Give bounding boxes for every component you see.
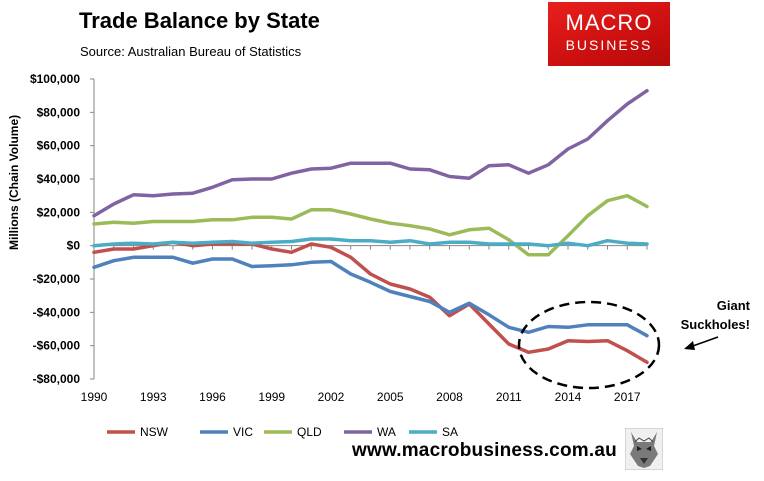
annotation-arrow (689, 336, 719, 348)
x-tick-label: 2008 (436, 390, 463, 404)
legend-label-sa: SA (442, 425, 458, 439)
series-line-wa (92, 88, 649, 218)
highlight-ellipse (517, 300, 661, 390)
series-line-vic (92, 255, 649, 338)
y-tick-label: $40,000 (37, 172, 81, 186)
x-tick-label: 2017 (614, 390, 641, 404)
macrobusiness-logo: MACRO BUSINESS (548, 2, 670, 66)
y-tick-label: $60,000 (37, 139, 81, 153)
y-tick-label: -$40,000 (33, 305, 81, 319)
x-tick-label: 1999 (258, 390, 285, 404)
x-tick-label: 2005 (377, 390, 404, 404)
series-lines (92, 88, 649, 365)
x-tick-label: 2002 (318, 390, 345, 404)
logo-line-2: BUSINESS (565, 37, 653, 53)
legend-label-wa: WA (377, 425, 396, 439)
legend-label-vic: VIC (233, 425, 253, 439)
x-tick-label: 2014 (555, 390, 582, 404)
series-line-qld (92, 193, 649, 257)
y-tick-label: $100,000 (30, 72, 80, 86)
y-tick-label: -$60,000 (33, 339, 81, 353)
y-tick-label: $0 (67, 239, 81, 253)
logo-line-1: MACRO (565, 10, 653, 35)
legend-label-qld: QLD (297, 425, 322, 439)
y-tick-label: -$20,000 (33, 272, 81, 286)
legend: NSW VIC QLD WA SA (107, 425, 458, 439)
x-tick-label: 1996 (199, 390, 226, 404)
x-tick-label: 1993 (140, 390, 167, 404)
y-tick-label: -$80,000 (33, 372, 81, 386)
annotation-arrow-head (684, 341, 695, 350)
annotation-line-2: Suckholes! (680, 317, 750, 332)
y-tick-label: $20,000 (37, 205, 81, 219)
series-line-sa (92, 237, 649, 248)
annotation-text: Giant Suckholes! (672, 296, 750, 334)
annotation-line-1: Giant (716, 298, 750, 313)
x-tick-label: 2011 (496, 390, 522, 404)
x-tick-label: 1990 (81, 390, 108, 404)
legend-label-nsw: NSW (140, 425, 169, 439)
chart-source: Source: Australian Bureau of Statistics (80, 44, 302, 59)
footer-url[interactable]: www.macrobusiness.com.au (352, 440, 617, 461)
chart-title: Trade Balance by State (79, 8, 320, 33)
y-tick-label: $80,000 (37, 105, 81, 119)
wolf-icon (625, 428, 663, 470)
